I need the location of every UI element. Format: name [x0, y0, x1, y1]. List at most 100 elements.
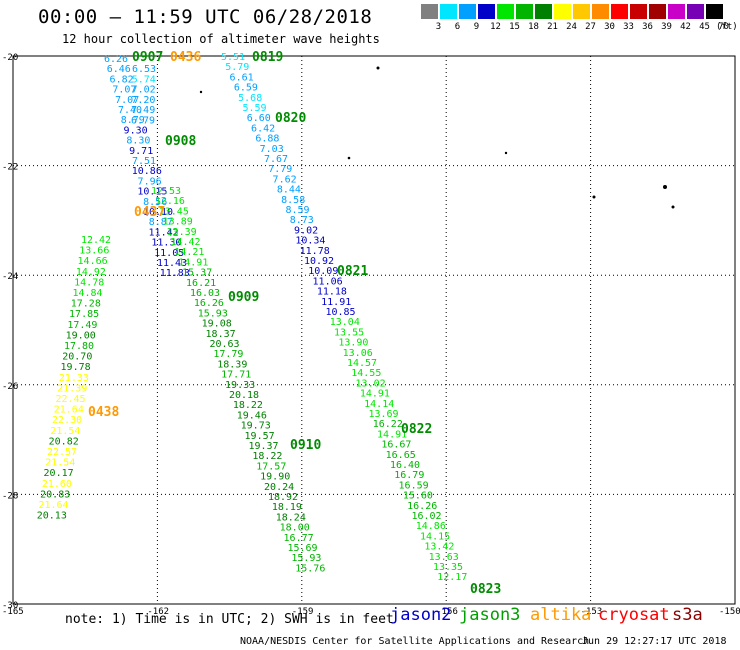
island-marker — [663, 185, 667, 189]
swh-value-jason3-0819: 13.55 — [334, 327, 364, 338]
swh-value-jason3-0819: 10.85 — [325, 307, 355, 318]
swh-value-altika-0437: 20.63 — [209, 339, 239, 350]
swh-value-jason3-0819: 5.68 — [238, 93, 262, 104]
swh-value-altika-0437: 13.89 — [163, 217, 193, 228]
swh-value-jason3-0819: 16.65 — [386, 450, 416, 461]
swh-value-altika-0437: 14.91 — [178, 257, 208, 268]
swh-value-altika-0437: 18.37 — [206, 329, 236, 340]
lat-label: -20 — [2, 53, 18, 63]
swh-value-altika-0437: 18.19 — [272, 502, 302, 513]
swh-value-jason3-0907: 10.15 — [137, 187, 167, 198]
lat-label: -28 — [2, 491, 18, 501]
swh-value-jason3-0819: 14.91 — [377, 429, 407, 440]
island-marker — [504, 151, 508, 155]
units-note: note: 1) Time is in UTC; 2) SWH is in fe… — [65, 612, 394, 627]
legend-s3a: s3a — [672, 605, 703, 625]
swh-value-jason3-0819: 11.18 — [317, 287, 347, 298]
lat-label: -30 — [2, 601, 18, 611]
color-swatch-label: 42 — [680, 22, 691, 32]
lon-label: -156 — [436, 607, 458, 617]
color-swatch-label: 39 — [661, 22, 672, 32]
swh-value-altika-0437: 19.57 — [245, 431, 275, 442]
swh-value-jason3-0819: 12.17 — [437, 572, 467, 583]
swh-value-jason3-0819: 14.55 — [351, 368, 381, 379]
color-swatch — [440, 4, 457, 19]
color-swatch — [649, 4, 666, 19]
swh-value-altika-0436: 6.79 — [131, 116, 155, 127]
pass-time-label: 0823 — [470, 582, 501, 597]
swh-value-jason3-0819: 10.92 — [304, 256, 334, 267]
lat-label: -26 — [2, 382, 18, 392]
swh-value-jason3-0819: 14.86 — [416, 521, 446, 532]
pass-time-label: 0436 — [170, 50, 201, 65]
swh-value-jason3-0907: 7.07 — [112, 85, 136, 96]
swh-value-altika-0438: 21.54 — [45, 458, 75, 469]
pass-time-label: 0820 — [275, 111, 306, 126]
pass-time-label: 0908 — [165, 134, 196, 149]
swh-value-altika-0437: 15.37 — [182, 268, 212, 279]
swh-value-jason3-0819: 14.91 — [360, 389, 390, 400]
swh-value-altika-0437: 13.45 — [159, 206, 189, 217]
swh-value-altika-0437: 15.93 — [291, 553, 321, 564]
color-swatch-label: 70 — [718, 22, 729, 32]
swh-value-altika-0438: 22.30 — [52, 415, 82, 426]
swh-value-jason3-0907: 11.42 — [149, 227, 179, 238]
swh-value-jason3-0907: 6.26 — [104, 54, 128, 65]
swh-value-jason3-0819: 10.09 — [308, 266, 338, 277]
color-swatch — [573, 4, 590, 19]
swh-value-altika-0438: 12.42 — [81, 235, 111, 246]
swh-value-altika-0438: 20.17 — [44, 468, 74, 479]
swh-value-altika-0437: 15.76 — [295, 563, 325, 574]
swh-value-jason3-0907: 10.86 — [132, 166, 162, 177]
swh-value-jason3-0819: 13.02 — [356, 378, 386, 389]
swh-value-altika-0437: 17.57 — [256, 461, 286, 472]
color-swatch — [535, 4, 552, 19]
swh-value-jason3-0907: 8.79 — [121, 115, 145, 126]
island-marker — [376, 66, 380, 70]
swh-value-jason3-0819: 16.02 — [411, 511, 441, 522]
color-swatch-label: 15 — [509, 22, 520, 32]
swh-value-altika-0437: 18.00 — [280, 523, 310, 534]
color-swatch-label: 24 — [566, 22, 577, 32]
color-swatch — [516, 4, 533, 19]
color-scale-unit: (ft) — [716, 22, 738, 32]
swh-value-altika-0438: 17.85 — [69, 309, 99, 320]
color-swatch — [687, 4, 704, 19]
swh-value-altika-0438: 14.78 — [74, 277, 104, 288]
swh-value-altika-0437: 19.73 — [241, 421, 271, 432]
swh-value-jason3-0819: 6.61 — [230, 72, 254, 83]
swh-value-altika-0438: 22.57 — [47, 447, 77, 458]
swh-value-altika-0438: 22.45 — [55, 394, 85, 405]
color-swatch-label: 12 — [490, 22, 501, 32]
swh-value-jason3-0819: 16.26 — [407, 501, 437, 512]
swh-value-altika-0437: 16.77 — [284, 533, 314, 544]
swh-value-altika-0437: 18.22 — [252, 451, 282, 462]
swh-value-altika-0438: 20.83 — [40, 489, 70, 500]
lat-label: -24 — [2, 272, 18, 282]
swh-value-altika-0437: 13.39 — [167, 227, 197, 238]
color-swatch-label: 18 — [528, 22, 539, 32]
color-swatch-label: 33 — [623, 22, 634, 32]
swh-value-altika-0438: 21.64 — [54, 405, 84, 416]
swh-value-altika-0437: 18.92 — [268, 492, 298, 503]
island-marker — [671, 205, 675, 209]
color-swatch-label: 9 — [473, 22, 480, 32]
swh-value-altika-0437: 15.69 — [287, 543, 317, 554]
legend-cryosat: cryosat — [598, 605, 670, 625]
map-frame — [12, 55, 736, 605]
swh-value-jason3-0819: 5.79 — [225, 62, 249, 73]
swh-value-jason3-0819: 6.42 — [251, 123, 275, 134]
color-swatch-label: 21 — [547, 22, 558, 32]
island-marker — [592, 195, 596, 199]
footer-timestamp: Jun 29 12:27:17 UTC 2018 — [582, 636, 727, 647]
color-swatch-label: 6 — [454, 22, 461, 32]
swh-value-jason3-0819: 16.67 — [381, 440, 411, 451]
swh-value-altika-0438: 17.49 — [67, 320, 97, 331]
footer-credit: NOAA/NESDIS Center for Satellite Applica… — [240, 636, 590, 647]
swh-value-altika-0437: 14.21 — [174, 247, 204, 258]
swh-value-altika-0438: 19.00 — [66, 330, 96, 341]
color-swatch — [611, 4, 628, 19]
swh-value-jason3-0907: 7.40 — [118, 105, 142, 116]
swh-value-altika-0437: 19.37 — [248, 441, 278, 452]
